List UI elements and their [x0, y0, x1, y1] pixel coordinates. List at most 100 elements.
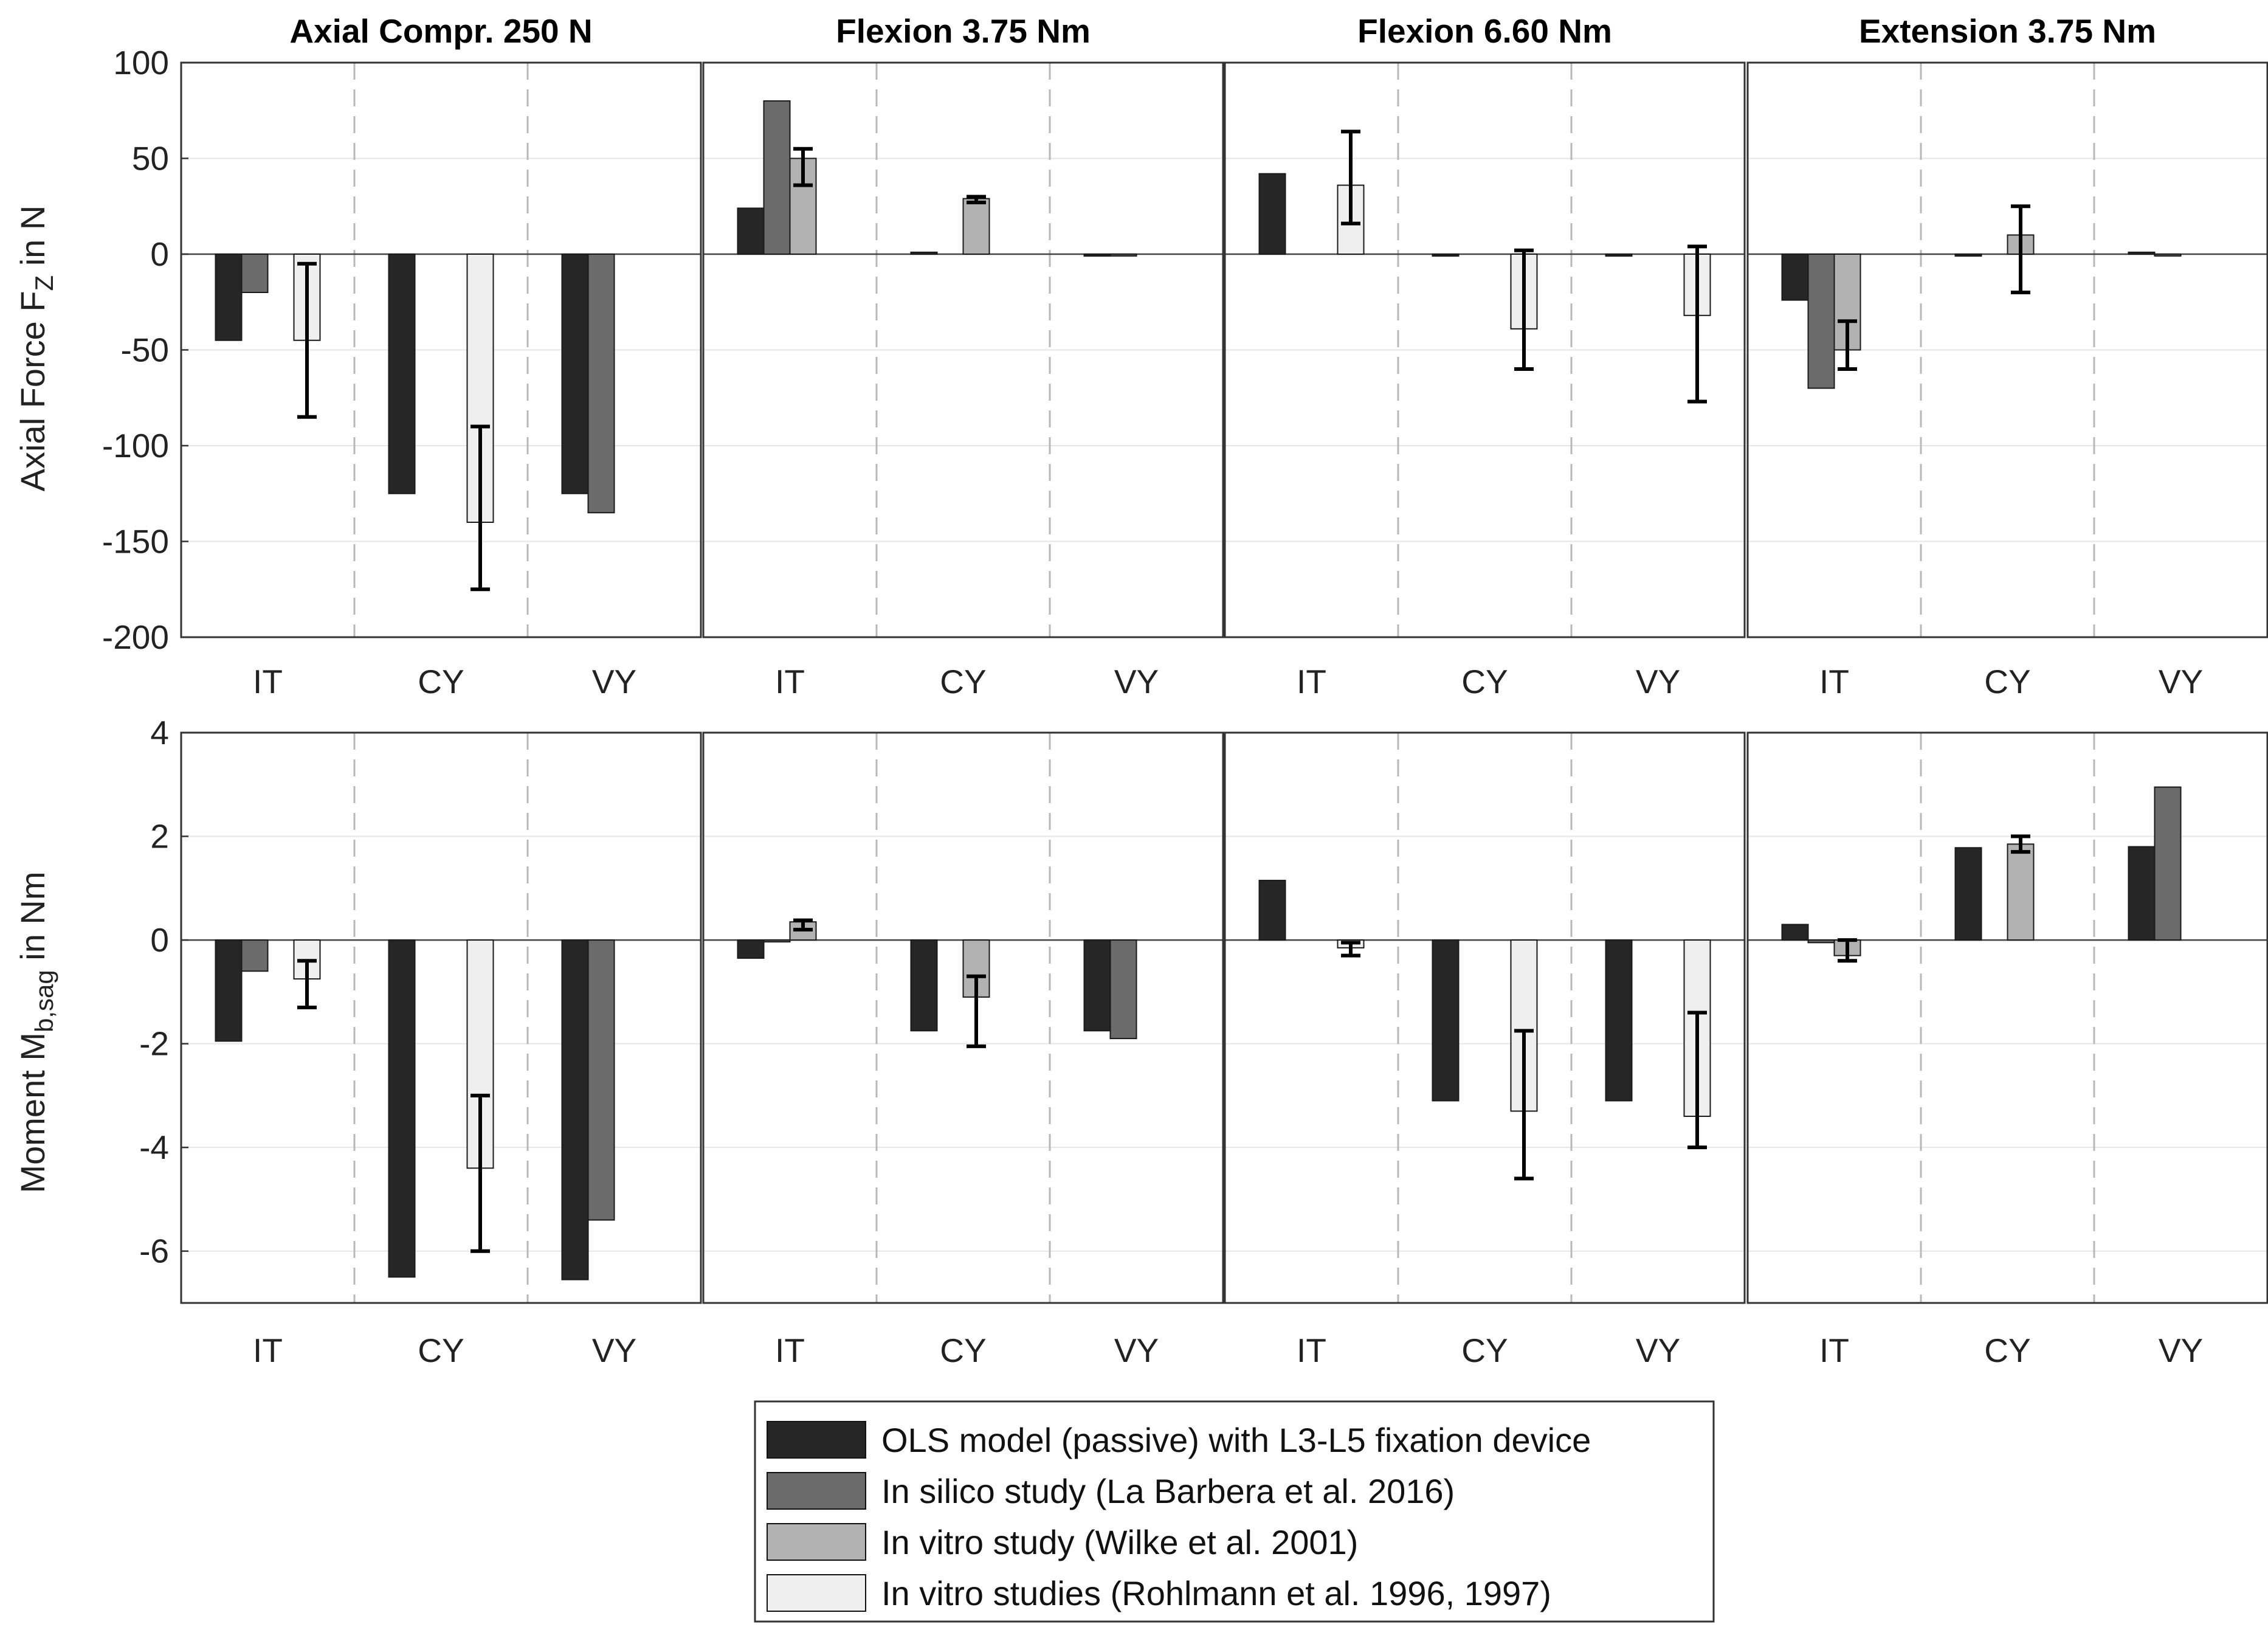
error-bar — [1687, 244, 1707, 404]
y-tick-label: -200 — [102, 618, 169, 656]
bar-ols-vy — [1083, 939, 1111, 1032]
bar-silico-it — [1807, 939, 1835, 944]
legend-label-2: In vitro study (Wilke et al. 2001) — [881, 1523, 1358, 1561]
bar-ols-cy — [1432, 939, 1460, 1102]
category-label-cy: CY — [1461, 1332, 1508, 1369]
panel-frame — [1746, 731, 2268, 1304]
legend-swatch-1 — [767, 1472, 866, 1510]
category-label-it: IT — [1297, 1332, 1326, 1369]
y-tick-label: -100 — [102, 427, 169, 465]
category-label-it: IT — [253, 1332, 283, 1369]
bar-silico-it — [763, 939, 791, 943]
bar-ols-cy — [1954, 254, 1982, 257]
y-tick-label: -50 — [121, 331, 170, 369]
y-tick-label: -4 — [139, 1128, 169, 1166]
panel-frame — [180, 731, 702, 1304]
bar-silico-it — [241, 939, 269, 972]
legend-swatch-3 — [767, 1574, 866, 1612]
category-label-it: IT — [1819, 663, 1849, 700]
error-bar — [967, 974, 986, 1048]
category-label-it: IT — [1819, 1332, 1849, 1369]
panel-2-row-1: IT CY VY — [1224, 731, 1746, 1369]
error-bar — [967, 195, 986, 204]
bar-ols-cy — [388, 939, 416, 1278]
bar-ols-it — [1781, 254, 1809, 301]
y-tick-label: 0 — [150, 921, 169, 959]
error-bar — [2011, 204, 2030, 294]
panel-frame — [1224, 731, 1746, 1304]
category-label-it: IT — [775, 1332, 805, 1369]
bar-ols-cy — [910, 251, 938, 255]
legend-label-1: In silico study (La Barbera et al. 2016) — [881, 1472, 1455, 1510]
panel-0-row-1: IT CY VY 4 2 0 -2 -4 -6 — [139, 714, 702, 1369]
row0-ylabel: Axial Force FZ in N — [13, 206, 58, 492]
panel-3: Extension 3.75 Nm IT CY VY IT CY VY — [1746, 12, 2268, 1369]
category-label-cy: CY — [418, 1332, 464, 1369]
category-label-it: IT — [253, 663, 283, 700]
error-bar — [1341, 941, 1360, 958]
legend-swatch-2 — [767, 1523, 866, 1561]
bar-silico-vy — [587, 254, 615, 514]
category-label-vy: VY — [1636, 1332, 1680, 1369]
bar-silico-it — [1807, 254, 1835, 389]
legend-label-3: In vitro studies (Rohlmann et al. 1996, … — [881, 1574, 1551, 1612]
y-tick-label: 0 — [150, 235, 169, 273]
bar-ols-vy — [2128, 846, 2156, 941]
bar-ols-vy — [1083, 254, 1111, 257]
bar-wilke-cy — [962, 198, 990, 255]
bar-silico-vy — [2154, 786, 2182, 941]
row1-ylabel-sub: b,sag — [30, 970, 58, 1032]
bar-ols-vy — [1605, 939, 1633, 1102]
bar-ols-it — [1781, 924, 1809, 941]
error-bar — [793, 147, 813, 187]
panel-2-row-0: IT CY VY — [1224, 61, 1746, 700]
bar-ols-it — [1258, 173, 1286, 255]
panel-0-title: Axial Compr. 250 N — [289, 12, 592, 50]
y-tick-label: -150 — [102, 523, 169, 561]
category-label-vy: VY — [2159, 663, 2203, 700]
bar-silico-vy — [2154, 254, 2182, 257]
category-label-vy: VY — [1114, 663, 1159, 700]
category-label-it: IT — [775, 663, 805, 700]
panel-frame — [1746, 61, 2268, 638]
row1-ylabel-tail: in Nm — [13, 871, 52, 970]
error-bar — [1341, 130, 1360, 226]
panel-1: Flexion 3.75 Nm IT CY VY IT CY VY — [702, 12, 1224, 1369]
bar-ols-it — [737, 207, 765, 255]
panel-frame — [1224, 61, 1746, 638]
row1-ylabel-main: Moment M — [13, 1032, 52, 1194]
error-bar — [470, 1093, 490, 1253]
panel-1-row-1: IT CY VY — [702, 731, 1224, 1369]
bar-ols-cy — [388, 254, 416, 494]
error-bar — [470, 424, 490, 592]
bar-ols-cy — [1954, 847, 1982, 941]
panel-3-title: Extension 3.75 Nm — [1859, 12, 2156, 50]
category-label-cy: CY — [1461, 663, 1508, 700]
y-tick-label: 100 — [113, 44, 169, 81]
bar-ols-vy — [561, 254, 589, 494]
error-bar — [297, 959, 317, 1009]
bar-ols-vy — [2128, 251, 2156, 255]
row0-ylabel-main: Axial Force F — [13, 291, 52, 491]
y-tick-label: -6 — [139, 1232, 169, 1270]
y-tick-label: 4 — [150, 714, 169, 751]
bar-ols-cy — [1432, 254, 1460, 257]
bar-silico-vy — [587, 939, 615, 1221]
plot-area — [181, 733, 701, 1303]
plot-area — [1225, 733, 1745, 1303]
panels-layer: Axial Compr. 250 N IT CY VY 100 50 0 -50 -100 -15… — [102, 12, 2268, 1369]
error-bar — [1514, 248, 1534, 371]
error-bar — [1838, 938, 1857, 963]
error-bar — [2011, 834, 2030, 854]
category-label-cy: CY — [1984, 663, 2030, 700]
row0-ylabel-sub: Z — [30, 275, 58, 291]
legend-box — [754, 1400, 1715, 1623]
error-bar — [1514, 1029, 1534, 1181]
panel-2-title: Flexion 6.60 Nm — [1357, 12, 1612, 50]
category-label-vy: VY — [2159, 1332, 2203, 1369]
panel-3-row-1: IT CY VY — [1746, 731, 2268, 1369]
error-bar — [793, 918, 813, 932]
panel-0: Axial Compr. 250 N IT CY VY 100 50 0 -50 -100 -15… — [102, 12, 702, 1369]
bar-silico-vy — [1109, 939, 1137, 1040]
